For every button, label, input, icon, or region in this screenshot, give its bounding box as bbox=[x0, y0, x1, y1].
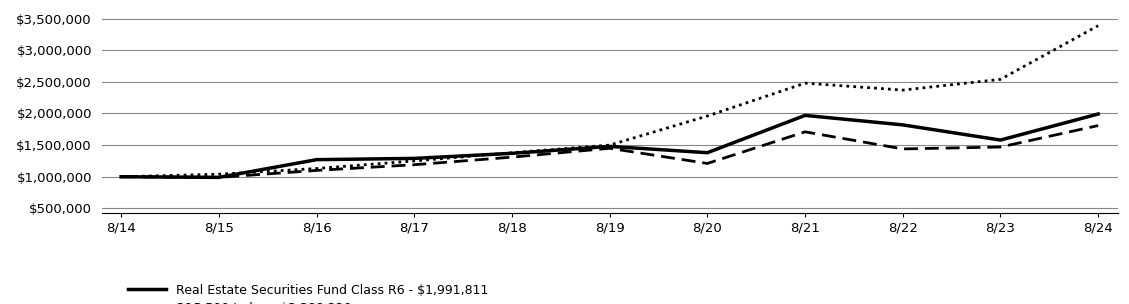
Line: Real Estate Securities Fund Class R6 - $1,991,811: Real Estate Securities Fund Class R6 - $… bbox=[121, 114, 1099, 177]
Real Estate Securities Fund Class R6 - $1,991,811 bbox=[1092, 112, 1105, 116]
Dow Jones U.S. Select REIT Index - $1,809,229 bbox=[212, 175, 226, 179]
S&P 500 Index - $3,388,220 bbox=[701, 114, 715, 118]
Real Estate Securities Fund Class R6 - $1,991,811 bbox=[798, 114, 812, 117]
Real Estate Securities Fund Class R6 - $1,991,811 bbox=[309, 158, 323, 161]
Real Estate Securities Fund Class R6 - $1,991,811 bbox=[212, 175, 226, 179]
Real Estate Securities Fund Class R6 - $1,991,811 bbox=[114, 175, 128, 178]
Real Estate Securities Fund Class R6 - $1,991,811 bbox=[896, 123, 910, 127]
S&P 500 Index - $3,388,220 bbox=[603, 143, 616, 147]
Line: S&P 500 Index - $3,388,220: S&P 500 Index - $3,388,220 bbox=[121, 26, 1099, 177]
Real Estate Securities Fund Class R6 - $1,991,811 bbox=[994, 138, 1007, 142]
S&P 500 Index - $3,388,220 bbox=[994, 78, 1007, 81]
Dow Jones U.S. Select REIT Index - $1,809,229 bbox=[603, 147, 616, 150]
Real Estate Securities Fund Class R6 - $1,991,811 bbox=[408, 157, 421, 160]
Real Estate Securities Fund Class R6 - $1,991,811 bbox=[505, 151, 518, 155]
Dow Jones U.S. Select REIT Index - $1,809,229 bbox=[114, 175, 128, 178]
S&P 500 Index - $3,388,220 bbox=[798, 81, 812, 85]
Dow Jones U.S. Select REIT Index - $1,809,229 bbox=[505, 155, 518, 159]
Dow Jones U.S. Select REIT Index - $1,809,229 bbox=[408, 163, 421, 167]
Real Estate Securities Fund Class R6 - $1,991,811 bbox=[701, 151, 715, 154]
S&P 500 Index - $3,388,220 bbox=[1092, 24, 1105, 27]
S&P 500 Index - $3,388,220 bbox=[212, 172, 226, 176]
Line: Dow Jones U.S. Select REIT Index - $1,809,229: Dow Jones U.S. Select REIT Index - $1,80… bbox=[121, 126, 1099, 177]
Dow Jones U.S. Select REIT Index - $1,809,229 bbox=[798, 130, 812, 134]
S&P 500 Index - $3,388,220 bbox=[896, 88, 910, 92]
Dow Jones U.S. Select REIT Index - $1,809,229 bbox=[309, 169, 323, 172]
S&P 500 Index - $3,388,220 bbox=[408, 159, 421, 163]
Dow Jones U.S. Select REIT Index - $1,809,229 bbox=[1092, 124, 1105, 127]
Real Estate Securities Fund Class R6 - $1,991,811 bbox=[603, 145, 616, 148]
S&P 500 Index - $3,388,220 bbox=[309, 167, 323, 170]
Dow Jones U.S. Select REIT Index - $1,809,229 bbox=[701, 162, 715, 165]
Dow Jones U.S. Select REIT Index - $1,809,229 bbox=[994, 145, 1007, 149]
Legend: Real Estate Securities Fund Class R6 - $1,991,811, S&P 500 Index - $3,388,220, D: Real Estate Securities Fund Class R6 - $… bbox=[129, 284, 488, 304]
S&P 500 Index - $3,388,220 bbox=[114, 175, 128, 178]
S&P 500 Index - $3,388,220 bbox=[505, 151, 518, 154]
Dow Jones U.S. Select REIT Index - $1,809,229 bbox=[896, 147, 910, 151]
